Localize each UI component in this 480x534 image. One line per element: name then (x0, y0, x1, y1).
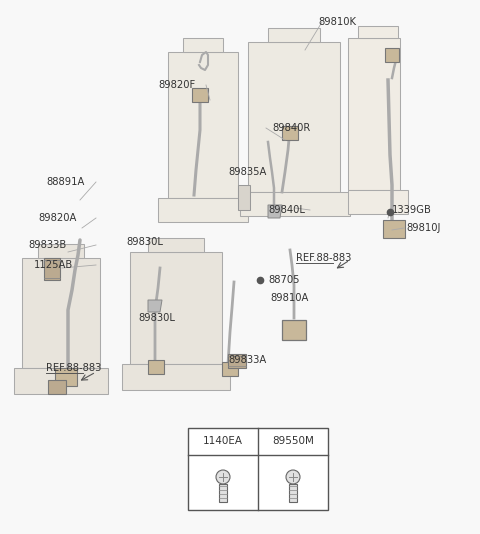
Bar (55, 368, 77, 386)
Polygon shape (240, 192, 350, 216)
Polygon shape (14, 368, 108, 394)
Polygon shape (22, 258, 100, 368)
Polygon shape (348, 38, 400, 190)
Text: 89830L: 89830L (126, 237, 163, 247)
Polygon shape (122, 364, 230, 390)
Text: 1125AB: 1125AB (34, 260, 73, 270)
Text: 1140EA: 1140EA (203, 436, 243, 446)
Text: 88891A: 88891A (46, 177, 84, 187)
Bar (188, 428, 328, 510)
Bar (192, 88, 208, 102)
Text: 89820F: 89820F (158, 80, 195, 90)
Polygon shape (238, 185, 250, 210)
Text: 89810J: 89810J (406, 223, 440, 233)
Bar (222, 362, 238, 376)
Text: REF.88-883: REF.88-883 (46, 363, 101, 373)
Bar (282, 320, 306, 340)
Polygon shape (158, 198, 248, 222)
Polygon shape (358, 26, 398, 38)
Polygon shape (268, 28, 320, 42)
Bar (282, 126, 298, 140)
Polygon shape (148, 300, 162, 312)
Polygon shape (348, 190, 408, 214)
Bar (383, 220, 405, 238)
Bar (148, 360, 164, 374)
Polygon shape (130, 252, 222, 364)
Polygon shape (168, 52, 238, 198)
Polygon shape (38, 244, 84, 258)
Text: 89550M: 89550M (272, 436, 314, 446)
Bar (385, 48, 399, 62)
Text: 89840L: 89840L (268, 205, 305, 215)
Bar (48, 380, 66, 394)
Bar (228, 354, 246, 368)
Text: 89840R: 89840R (272, 123, 310, 133)
Bar (219, 484, 227, 502)
Polygon shape (183, 38, 223, 52)
Polygon shape (268, 205, 282, 218)
Polygon shape (248, 42, 340, 192)
Text: 88705: 88705 (268, 275, 300, 285)
Bar (44, 258, 60, 280)
Circle shape (216, 470, 230, 484)
Text: 89830L: 89830L (138, 313, 175, 323)
Bar (289, 484, 297, 502)
Text: REF.88-883: REF.88-883 (296, 253, 351, 263)
Text: 89810A: 89810A (270, 293, 308, 303)
Text: 89820A: 89820A (38, 213, 76, 223)
Text: 89835A: 89835A (228, 167, 266, 177)
Text: 89833B: 89833B (28, 240, 66, 250)
Circle shape (286, 470, 300, 484)
Text: 1339GB: 1339GB (392, 205, 432, 215)
Polygon shape (148, 238, 204, 252)
Text: 89833A: 89833A (228, 355, 266, 365)
Text: 89810K: 89810K (318, 17, 356, 27)
